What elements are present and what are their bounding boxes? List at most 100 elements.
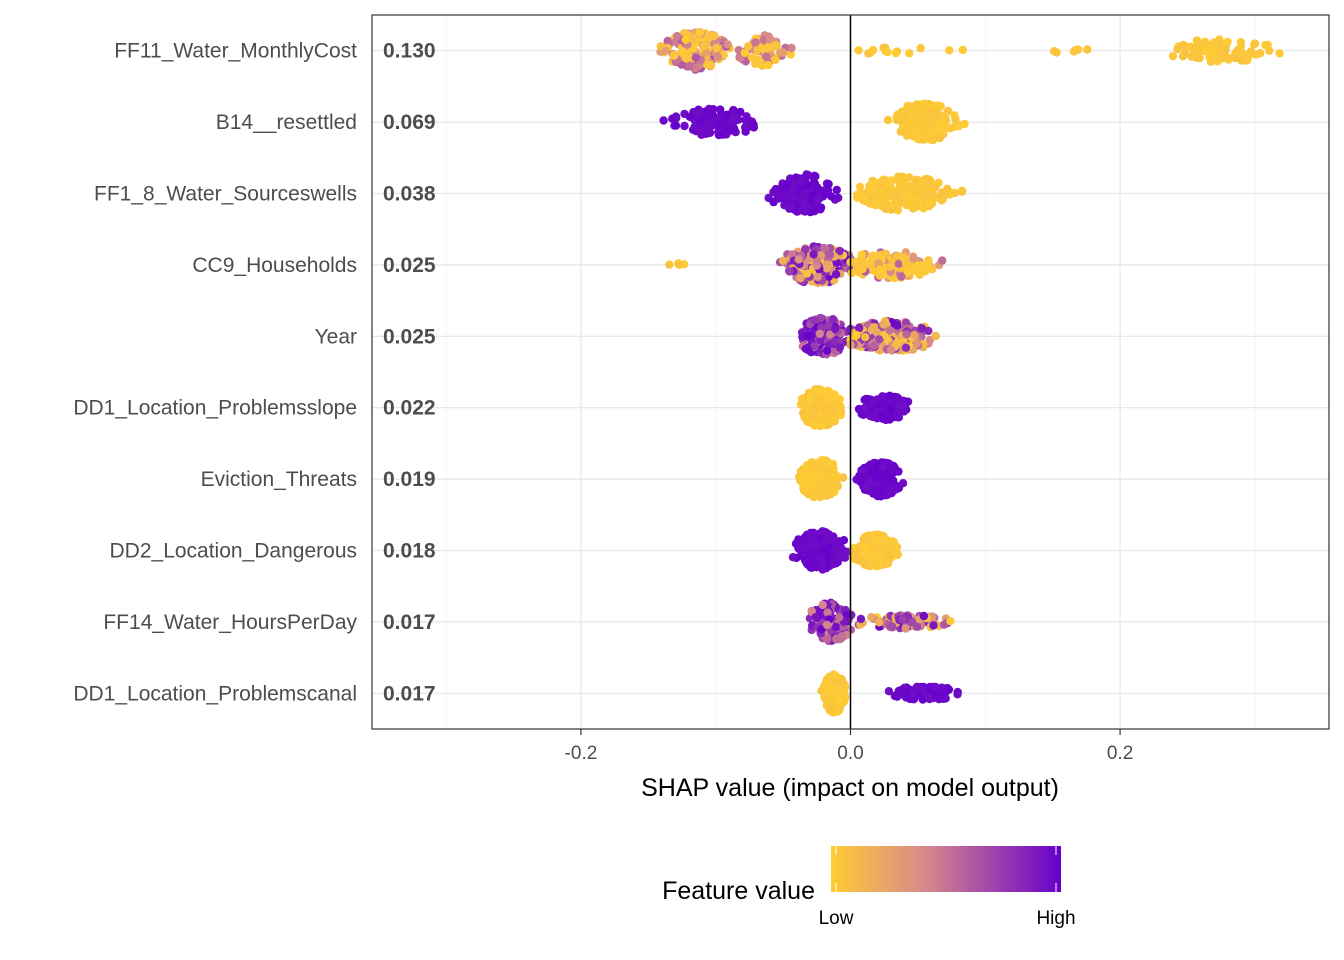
shap-point — [906, 102, 914, 110]
shap-point — [827, 390, 835, 398]
shap-point — [834, 558, 842, 566]
shap-point — [888, 622, 896, 630]
shap-point — [825, 705, 833, 713]
shap-point — [715, 131, 723, 139]
shap-point — [819, 601, 827, 609]
shap-point — [837, 411, 845, 419]
shap-point — [921, 100, 929, 108]
shap-point — [888, 176, 896, 184]
feature-label: Year — [315, 325, 357, 348]
shap-point — [810, 422, 818, 430]
shap-point — [869, 46, 877, 54]
shap-point — [893, 321, 901, 329]
shap-point — [824, 180, 832, 188]
feature-label: FF11_Water_MonthlyCost — [114, 40, 357, 63]
shap-point — [857, 466, 865, 474]
legend-colorbar — [831, 846, 1061, 892]
color-legend: Feature value Low High — [662, 846, 1075, 929]
shap-point — [885, 687, 893, 695]
shap-point — [754, 46, 762, 54]
shap-point — [817, 314, 825, 322]
shap-point — [870, 323, 878, 331]
shap-point — [686, 113, 694, 121]
shap-point — [809, 316, 817, 324]
shap-point — [833, 480, 841, 488]
shap-point — [823, 347, 831, 355]
x-axis-title: SHAP value (impact on model output) — [641, 774, 1059, 802]
shap-point — [1052, 48, 1060, 56]
shap-point — [912, 186, 920, 194]
shap-point — [783, 181, 791, 189]
shap-point — [825, 476, 833, 484]
shap-point — [857, 251, 865, 259]
shap-point — [925, 178, 933, 186]
mean-abs-shap-label: 0.130 — [383, 40, 436, 63]
shap-point — [867, 536, 875, 544]
shap-point — [885, 263, 893, 271]
shap-point — [776, 48, 784, 56]
shap-point — [955, 122, 963, 130]
shap-point — [884, 116, 892, 124]
shap-point — [874, 195, 882, 203]
shap-point — [919, 687, 927, 695]
legend-high-label: High — [1036, 908, 1075, 929]
shap-point — [857, 615, 865, 623]
shap-point — [917, 44, 925, 52]
shap-point — [938, 256, 946, 264]
shap-point — [748, 54, 756, 62]
shap-point — [920, 194, 928, 202]
shap-point — [787, 44, 795, 52]
feature-label: DD1_Location_Problemsslope — [73, 397, 357, 420]
shap-point — [799, 409, 807, 417]
shap-point — [931, 126, 939, 134]
shap-point — [819, 528, 827, 536]
shap-point — [714, 53, 722, 61]
shap-point — [1256, 49, 1264, 57]
shap-point — [672, 114, 680, 122]
shap-point — [801, 192, 809, 200]
shap-point — [744, 42, 752, 50]
shap-point — [810, 542, 818, 550]
shap-point — [699, 42, 707, 50]
shap-point — [670, 51, 678, 59]
shap-point — [902, 259, 910, 267]
shap-point — [1070, 47, 1078, 55]
x-tick-label: -0.2 — [565, 743, 598, 764]
shap-point — [685, 62, 693, 70]
shap-point — [902, 344, 910, 352]
feature-label: DD1_Location_Problemscanal — [73, 682, 357, 705]
shap-point — [887, 346, 895, 354]
shap-point — [801, 200, 809, 208]
shap-point — [771, 41, 779, 49]
shap-point — [836, 343, 844, 351]
shap-point — [938, 188, 946, 196]
shap-point — [920, 116, 928, 124]
shap-point — [920, 612, 928, 620]
shap-point — [899, 123, 907, 131]
shap-point — [680, 122, 688, 130]
shap-point — [803, 332, 811, 340]
shap-point — [659, 116, 667, 124]
shap-point — [697, 126, 705, 134]
shap-point — [807, 480, 815, 488]
feature-label: DD2_Location_Dangerous — [110, 540, 358, 563]
shap-point — [878, 413, 886, 421]
shap-point — [702, 112, 710, 120]
shap-point — [798, 395, 806, 403]
shap-point — [899, 479, 907, 487]
shap-point — [826, 251, 834, 259]
mean-abs-shap-label: 0.022 — [383, 397, 436, 420]
shap-point — [808, 470, 816, 478]
legend-low-label: Low — [819, 908, 854, 929]
shap-point — [902, 330, 910, 338]
shap-point — [877, 181, 885, 189]
shap-point — [835, 613, 843, 621]
shap-point — [910, 266, 918, 274]
shap-point — [789, 553, 797, 561]
shap-point — [869, 549, 877, 557]
shap-point — [820, 485, 828, 493]
shap-point — [1083, 45, 1091, 53]
feature-label: FF1_8_Water_Sourceswells — [94, 183, 357, 206]
shap-point — [1196, 48, 1204, 56]
shap-point — [696, 29, 704, 37]
